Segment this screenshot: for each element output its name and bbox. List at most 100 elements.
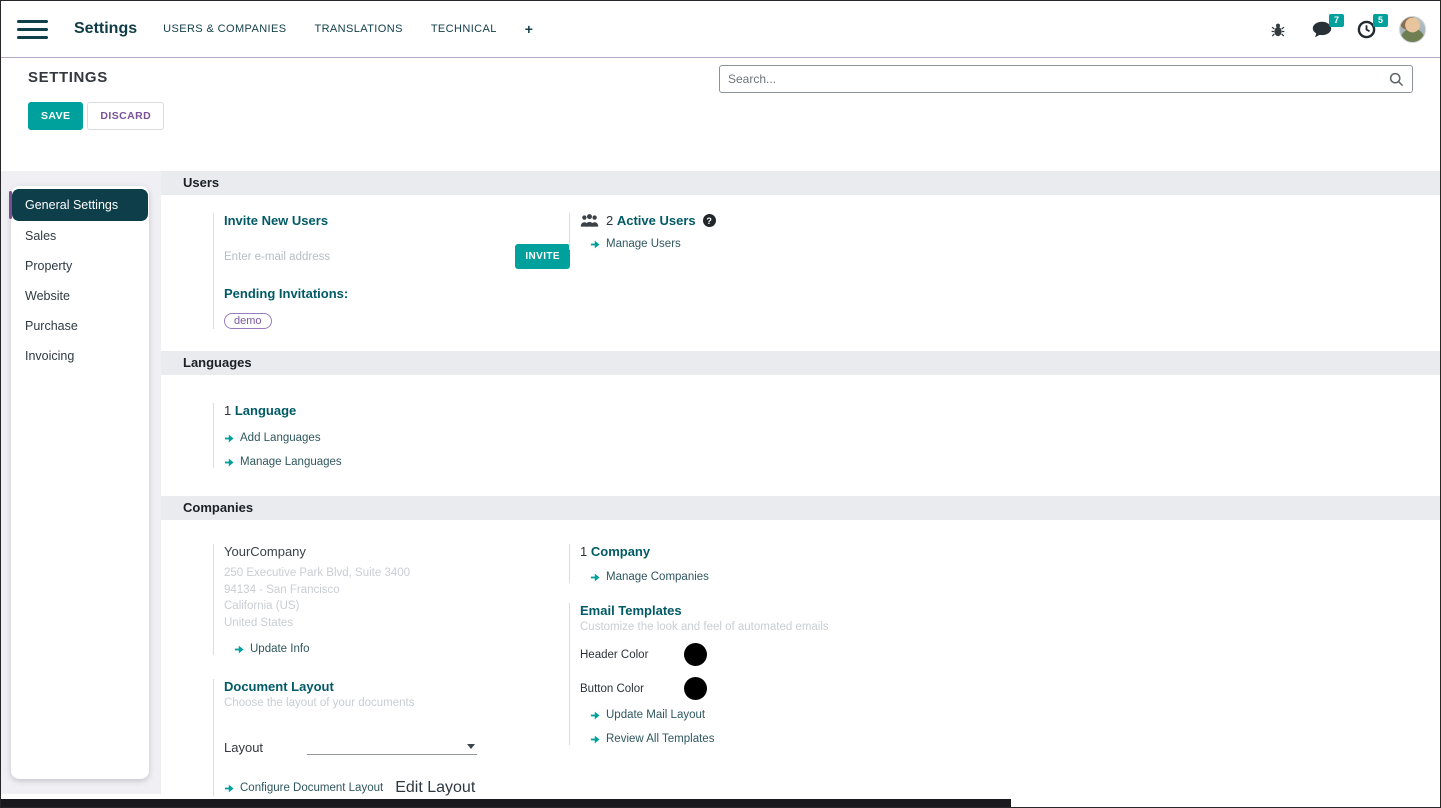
email-templates-subtitle: Customize the look and feel of automated… — [580, 621, 829, 633]
action-buttons: SAVE DISCARD — [28, 102, 165, 130]
menu-add-icon[interactable]: + — [524, 21, 533, 37]
menu-translations[interactable]: TRANSLATIONS — [314, 23, 403, 35]
arrow-right-icon — [590, 240, 600, 248]
address-line: 94134 - San Francisco — [224, 583, 340, 596]
email-templates-box: Email Templates Customize the look and f… — [569, 603, 999, 745]
settings-sidebar: General Settings Sales Property Website … — [9, 186, 149, 779]
edit-layout-link[interactable]: Edit Layout — [395, 779, 476, 796]
company-count-box: 1 Company Manage Companies — [569, 544, 999, 583]
update-info-link[interactable]: Update Info — [234, 643, 569, 655]
messages-icon[interactable]: 7 — [1311, 13, 1344, 41]
header-color-swatch[interactable] — [684, 643, 707, 666]
menu-users-companies[interactable]: USERS & COMPANIES — [163, 23, 287, 35]
arrow-right-icon — [590, 711, 600, 719]
company-count: 1 Company — [580, 544, 651, 559]
window-bottom-edge — [1, 799, 1011, 807]
search-icon[interactable] — [1389, 72, 1404, 87]
language-count: 1 Language — [224, 403, 297, 418]
section-body-languages: 1 Language Add Languages Manage Language… — [161, 375, 1440, 496]
invite-heading: Invite New Users — [224, 213, 329, 228]
company-name[interactable]: YourCompany — [224, 544, 306, 559]
arrow-right-icon — [234, 645, 244, 653]
sidebar-item-property[interactable]: Property — [25, 259, 73, 273]
arrow-right-icon — [224, 458, 234, 466]
document-layout-subtitle: Choose the layout of your documents — [224, 697, 415, 709]
arrow-right-icon — [590, 573, 600, 581]
invite-users-box: Invite New Users INVITE Pending Invitati… — [213, 213, 570, 329]
invite-button[interactable]: INVITE — [515, 244, 570, 269]
manage-users-link[interactable]: Manage Users — [590, 238, 999, 250]
email-templates-heading: Email Templates — [580, 603, 682, 618]
section-body-users: Invite New Users INVITE Pending Invitati… — [161, 195, 1440, 351]
systray: 7 5 — [1267, 1, 1426, 58]
search-input[interactable] — [728, 72, 1389, 86]
control-panel: SETTINGS SAVE DISCARD — [1, 58, 1440, 171]
hamburger-menu-icon[interactable] — [17, 19, 48, 39]
sidebar-item-purchase[interactable]: Purchase — [25, 319, 78, 333]
section-header-companies: Companies — [161, 496, 1440, 520]
top-menu: USERS & COMPANIES TRANSLATIONS TECHNICAL… — [163, 21, 533, 37]
button-color-row: Button Color — [580, 676, 999, 701]
layout-links-row: Configure Document Layout Edit Layout — [224, 779, 569, 796]
chevron-down-icon — [467, 744, 475, 749]
activities-badge: 5 — [1373, 13, 1388, 27]
manage-languages-link[interactable]: Manage Languages — [224, 456, 569, 468]
languages-box: 1 Language Add Languages Manage Language… — [213, 403, 569, 468]
active-users-box: 2 Active Users ? Manage Users — [569, 213, 999, 250]
manage-companies-link[interactable]: Manage Companies — [590, 571, 999, 583]
button-color-label: Button Color — [580, 682, 644, 695]
active-users-row: 2 Active Users ? — [580, 213, 999, 228]
active-users-count: 2 Active Users — [606, 213, 696, 228]
companies-left-column: YourCompany 250 Executive Park Blvd, Sui… — [213, 544, 569, 796]
sidebar-item-invoicing[interactable]: Invoicing — [25, 349, 75, 363]
discard-button[interactable]: DISCARD — [87, 102, 165, 130]
pending-invitations-heading: Pending Invitations: — [224, 286, 349, 301]
topbar: Settings USERS & COMPANIES TRANSLATIONS … — [1, 1, 1440, 58]
save-button[interactable]: SAVE — [28, 102, 84, 130]
header-color-row: Header Color — [580, 642, 999, 667]
address-line: United States — [224, 616, 294, 629]
messages-badge: 7 — [1329, 13, 1344, 27]
document-layout-box: Document Layout Choose the layout of you… — [213, 679, 569, 796]
bug-icon — [1271, 23, 1285, 36]
review-all-templates-link[interactable]: Review All Templates — [590, 733, 999, 745]
section-header-languages: Languages — [161, 351, 1440, 375]
activities-icon[interactable]: 5 — [1355, 13, 1388, 41]
layout-field-row: Layout — [224, 737, 569, 755]
sidebar-item-sales[interactable]: Sales — [25, 229, 57, 243]
debug-bug-icon[interactable] — [1267, 19, 1289, 41]
page-title: SETTINGS — [28, 69, 108, 86]
menu-technical[interactable]: TECHNICAL — [430, 23, 497, 35]
sidebar-item-general-settings[interactable]: General Settings — [9, 189, 148, 221]
address-line: 250 Executive Park Blvd, Suite 3400 — [224, 567, 411, 579]
help-icon[interactable]: ? — [702, 214, 716, 227]
section-body-companies: YourCompany 250 Executive Park Blvd, Sui… — [161, 520, 1440, 796]
invite-row: INVITE — [224, 244, 570, 269]
configure-document-layout-link[interactable]: Configure Document Layout — [224, 782, 383, 794]
arrow-right-icon — [224, 434, 234, 442]
address-line: California (US) — [224, 600, 300, 612]
add-languages-link[interactable]: Add Languages — [224, 432, 569, 444]
layout-select[interactable] — [307, 737, 477, 755]
company-address: 250 Executive Park Blvd, Suite 3400 9413… — [224, 565, 569, 631]
section-header-users: Users — [161, 171, 1440, 195]
search-box — [719, 65, 1413, 93]
arrow-right-icon — [590, 735, 600, 743]
sidebar-item-website[interactable]: Website — [25, 289, 70, 303]
invite-email-input[interactable] — [224, 250, 516, 263]
clock-icon — [1357, 20, 1375, 39]
arrow-right-icon — [224, 784, 234, 792]
layout-label: Layout — [224, 740, 264, 755]
pending-invitation-tag[interactable]: demo — [224, 313, 272, 329]
app-title[interactable]: Settings — [74, 20, 138, 37]
settings-sections: Users Invite New Users INVITE Pending In… — [161, 171, 1440, 796]
update-mail-layout-link[interactable]: Update Mail Layout — [590, 709, 999, 721]
chat-bubble-icon — [1312, 21, 1332, 38]
companies-right-column: 1 Company Manage Companies Email Templat… — [569, 544, 999, 745]
settings-main: General Settings Sales Property Website … — [1, 171, 1440, 796]
user-avatar[interactable] — [1399, 16, 1426, 43]
company-info-box: YourCompany 250 Executive Park Blvd, Sui… — [213, 544, 569, 655]
button-color-swatch[interactable] — [684, 677, 707, 700]
header-color-label: Header Color — [580, 648, 649, 661]
users-group-icon — [580, 214, 599, 227]
